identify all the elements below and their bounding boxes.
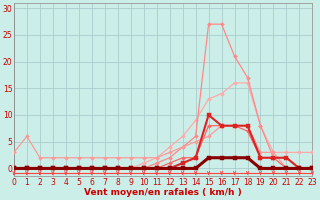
X-axis label: Vent moyen/en rafales ( km/h ): Vent moyen/en rafales ( km/h )	[84, 188, 242, 197]
